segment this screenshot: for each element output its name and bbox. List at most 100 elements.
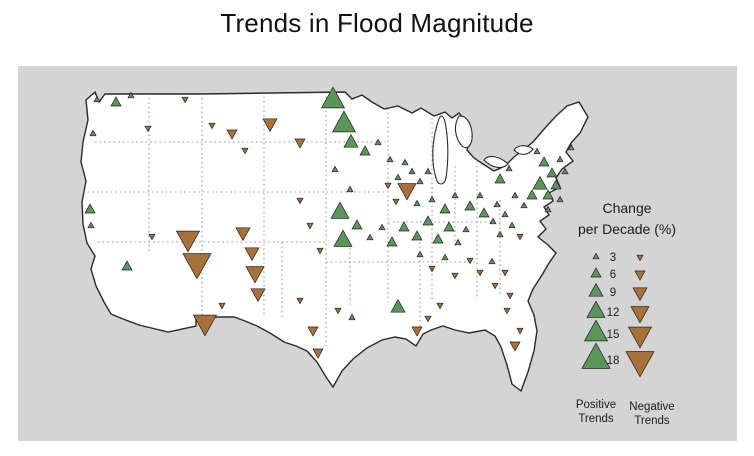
flood-trend-marker-negative xyxy=(397,183,417,201)
legend-positive-triangle-18 xyxy=(581,342,611,369)
flood-trend-marker-positive xyxy=(386,155,394,163)
flood-trend-marker-negative xyxy=(392,198,400,206)
flood-trend-marker-positive xyxy=(556,195,564,203)
flood-trend-marker-negative xyxy=(411,326,423,337)
flood-trend-marker-positive xyxy=(413,199,421,207)
flood-trend-marker-positive xyxy=(478,207,490,218)
flood-trend-marker-positive xyxy=(84,203,96,214)
flood-trend-marker-positive xyxy=(343,133,359,148)
flood-trend-marker-negative xyxy=(296,297,304,305)
flood-trend-marker-negative xyxy=(294,138,306,149)
flood-trend-marker-negative xyxy=(226,129,238,140)
flood-trend-marker-positive xyxy=(520,201,528,209)
flood-trend-marker-positive xyxy=(390,298,406,313)
flood-trend-marker-positive xyxy=(464,200,476,211)
flood-trend-marker-positive xyxy=(505,164,513,172)
flood-trend-marker-positive xyxy=(526,189,538,200)
flood-trend-marker-positive xyxy=(532,175,548,190)
flood-trend-marker-negative xyxy=(262,118,278,133)
legend-positive-trends-label: Positive xyxy=(576,399,616,411)
flood-trend-marker-positive xyxy=(439,203,451,214)
flood-trend-marker-negative xyxy=(316,247,324,255)
flood-trend-marker-negative xyxy=(306,222,314,230)
legend-negative-trends-label: Trends xyxy=(634,415,670,427)
legend-negative-triangle-9 xyxy=(632,287,648,302)
flood-trend-marker-positive xyxy=(411,230,423,241)
flood-trend-marker-positive xyxy=(533,147,541,155)
legend-positive-triangle-12 xyxy=(586,300,606,318)
flood-trend-marker-positive xyxy=(511,191,519,199)
flood-trend-marker-positive xyxy=(408,167,416,175)
flood-trend-marker-negative xyxy=(516,233,524,241)
legend: Change per Decade (%) 3 6 9 12 15 18 Positive… xyxy=(576,200,676,427)
lake-huron xyxy=(454,115,473,149)
state-boundaries xyxy=(83,92,501,346)
flood-trend-marker-negative xyxy=(506,292,514,300)
flood-trend-marker-positive xyxy=(451,191,459,199)
flood-trend-marker-positive xyxy=(378,223,386,231)
flood-trend-marker-negative xyxy=(384,182,392,190)
legend-negative-triangle-12 xyxy=(630,306,650,324)
flood-trend-marker-negative xyxy=(192,314,218,337)
flood-trend-marker-positive xyxy=(476,191,484,199)
legend-positive-triangle-3 xyxy=(592,252,600,260)
legend-negative-triangle-3 xyxy=(636,254,644,262)
flood-trend-marker-positive xyxy=(488,257,496,265)
flood-trend-marker-positive xyxy=(320,86,346,109)
flood-trend-marker-positive xyxy=(87,221,95,229)
flood-trend-marker-positive xyxy=(556,155,564,163)
flood-trend-marker-positive xyxy=(454,238,462,246)
flood-trend-marker-negative xyxy=(491,282,499,290)
flood-trend-marker-negative xyxy=(307,326,319,337)
flood-trend-marker-positive xyxy=(374,138,382,146)
great-lakes xyxy=(432,115,534,185)
flood-trend-marker-positive xyxy=(441,253,449,261)
flood-trend-marker-negative xyxy=(208,122,216,130)
flood-trend-marker-negative xyxy=(424,315,432,323)
flood-trend-marker-negative xyxy=(245,266,265,284)
flood-trend-marker-positive xyxy=(416,250,424,258)
flood-trend-marker-positive xyxy=(398,221,410,232)
flood-trend-marker-positive xyxy=(443,221,455,232)
lake-ontario xyxy=(513,145,534,155)
flood-trend-marker-negative xyxy=(244,247,260,262)
flood-trend-marker-negative xyxy=(296,197,304,205)
legend-negative-triangle-6 xyxy=(634,270,646,281)
flood-trend-marker-positive xyxy=(424,167,432,175)
flood-trend-marker-positive xyxy=(331,165,339,173)
flood-trend-marker-positive xyxy=(348,313,356,321)
flood-trend-marker-negative xyxy=(503,307,511,315)
trend-markers-group xyxy=(84,86,575,359)
us-flood-trend-map: Change per Decade (%) 3 6 9 12 15 18 Positive… xyxy=(80,86,676,427)
flood-trend-marker-negative xyxy=(476,269,484,277)
flood-trend-marker-positive xyxy=(550,179,562,190)
flood-trend-marker-negative xyxy=(428,265,436,273)
flood-trend-marker-negative xyxy=(501,269,509,277)
flood-trend-marker-negative xyxy=(144,125,152,133)
legend-negative-triangle-15 xyxy=(627,326,653,349)
flood-trend-marker-negative xyxy=(466,257,474,265)
flood-trend-marker-positive xyxy=(542,189,554,200)
legend-negative-trends-label: Negative xyxy=(629,401,674,413)
legend-title-line2: per Decade (%) xyxy=(578,221,676,237)
legend-size-value: 9 xyxy=(610,287,616,299)
flood-trend-marker-positive xyxy=(428,195,436,203)
legend-positive-triangle-9 xyxy=(588,282,604,297)
flood-trend-marker-positive xyxy=(351,219,363,230)
legend-positive-triangle-15 xyxy=(583,319,609,342)
flood-trend-marker-positive xyxy=(494,173,506,184)
flood-trend-marker-negative xyxy=(182,253,212,280)
flood-trend-marker-negative xyxy=(516,327,524,335)
legend-negative-triangle-18 xyxy=(625,351,655,378)
legend-positive-trends-label: Trends xyxy=(578,413,614,425)
flood-trend-marker-positive xyxy=(416,177,424,185)
flood-trend-marker-positive xyxy=(401,158,409,166)
legend-trend-labels: Positive Trends Negative Trends xyxy=(576,399,675,427)
map-panel: Change per Decade (%) 3 6 9 12 15 18 Positive… xyxy=(18,66,737,441)
flood-trend-marker-positive xyxy=(422,215,434,226)
flood-trend-marker-positive xyxy=(544,205,552,213)
legend-size-value: 15 xyxy=(607,329,620,341)
legend-size-value: 3 xyxy=(610,252,616,264)
flood-trend-marker-positive xyxy=(493,200,501,208)
flood-trend-marker-positive xyxy=(346,185,354,193)
